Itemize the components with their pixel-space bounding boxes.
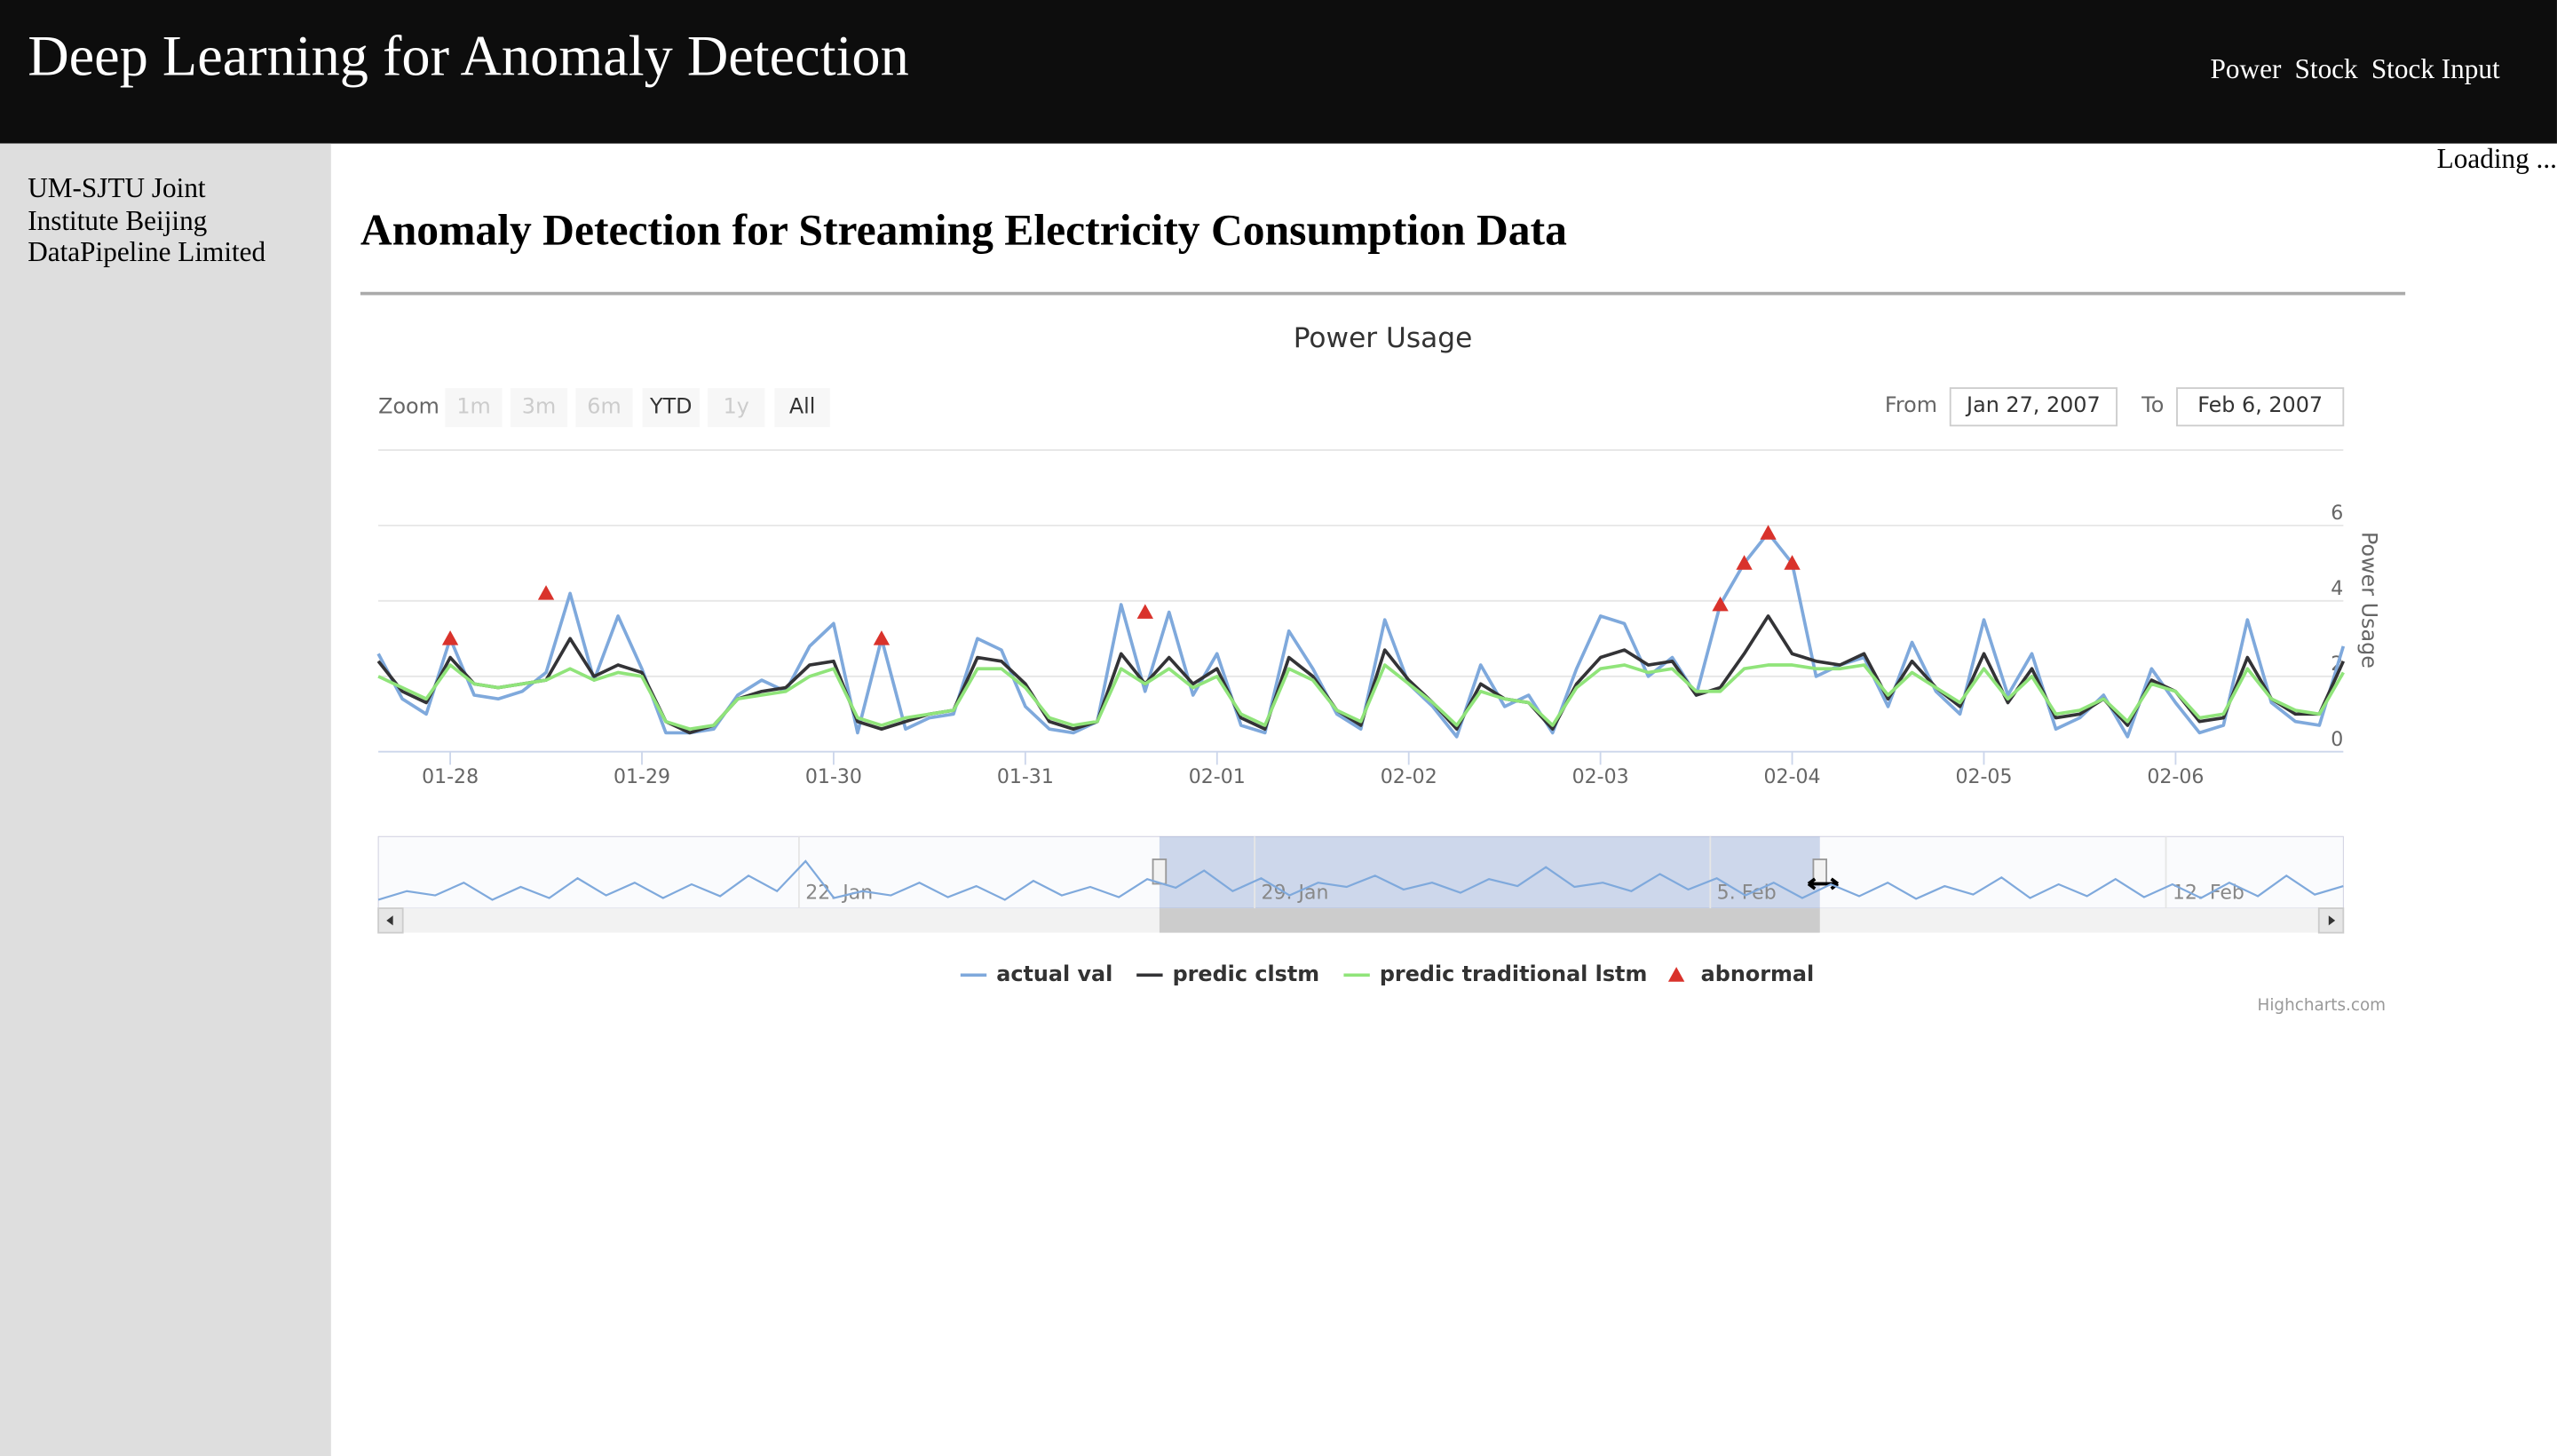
nav-link[interactable]: Power (2210, 53, 2282, 85)
anomaly-marker (1736, 555, 1753, 570)
x-tick-label: 01-29 (614, 766, 670, 788)
zoom-button-label: YTD (649, 394, 693, 419)
x-tick-label: 02-01 (1189, 766, 1246, 788)
to-input[interactable] (2176, 387, 2345, 427)
navigator-handle[interactable] (1152, 859, 1168, 885)
zoom-button-label: 1y (724, 394, 749, 419)
zoom-button-label: All (789, 394, 816, 419)
loading: Loading ... (2436, 143, 2557, 175)
navigator-label: 22. Jan (805, 882, 873, 905)
legend-label[interactable]: predic clstm (1173, 961, 1320, 986)
page-heading: Anomaly Detection for Streaming Electric… (360, 205, 1567, 255)
y-axis-title: Power Usage (2356, 532, 2381, 669)
zoom-button[interactable] (445, 388, 503, 428)
nav-link[interactable]: Stock Input (2371, 53, 2500, 85)
legend-label[interactable]: predic traditional lstm (1380, 961, 1647, 986)
from-value: Jan 27, 2007 (1965, 392, 2101, 417)
nav: Power Stock Stock Input (2204, 53, 2500, 87)
y-tick-label: 4 (2331, 578, 2343, 600)
anomaly-marker (1712, 596, 1729, 612)
anomaly-marker (1760, 525, 1777, 540)
header: Deep Learning for Anomaly Detection Powe… (0, 0, 2557, 144)
y-tick-label: 6 (2331, 502, 2343, 525)
x-tick-label: 01-28 (422, 766, 479, 788)
cursor (1807, 877, 1840, 890)
sidebar: UM-SJTU Joint Institute Beijing DataPipe… (0, 143, 331, 1456)
legend-label[interactable]: abnormal (1701, 961, 1814, 986)
zoom-button[interactable] (575, 388, 633, 428)
nav-link[interactable]: Stock (2294, 53, 2358, 85)
zoom-button-label: 6m (587, 394, 621, 419)
series-line (377, 663, 2345, 732)
x-tick-label: 02-02 (1381, 766, 1437, 788)
from-label: From (1885, 392, 1937, 417)
navigator-bg (377, 835, 2344, 909)
y-tick-label: 0 (2331, 729, 2343, 751)
zoom-button[interactable] (774, 388, 830, 428)
to-label: To (2141, 392, 2164, 417)
credits: Highcharts.com (2258, 996, 2387, 1015)
anomaly-marker (1784, 555, 1801, 570)
anomaly-marker (537, 585, 555, 600)
zoom-button[interactable] (708, 388, 765, 428)
anomaly-marker (873, 630, 891, 645)
site-title: Deep Learning for Anomaly Detection (28, 24, 909, 89)
series-line (376, 531, 2346, 739)
scrollbar-thumb[interactable] (1159, 908, 1820, 933)
sidebar-text: UM-SJTU Joint Institute Beijing (28, 172, 208, 236)
legend-label[interactable]: actual val (996, 961, 1112, 986)
x-tick-label: 02-05 (1955, 766, 2012, 788)
zoom-button[interactable] (510, 388, 568, 428)
from-input[interactable] (1949, 387, 2118, 427)
navigator-line (377, 859, 2344, 901)
divider (360, 291, 2406, 296)
x-tick-label: 01-31 (997, 766, 1054, 788)
series-line (376, 614, 2346, 735)
anomaly-marker (441, 630, 459, 645)
x-tick-label: 02-04 (1764, 766, 1821, 788)
sidebar-text: DataPipeline Limited (28, 236, 266, 268)
to-value: Feb 6, 2007 (2197, 392, 2323, 417)
x-tick-label: 02-03 (1572, 766, 1629, 788)
zoom-button[interactable] (642, 388, 700, 428)
zoom-label: Zoom (378, 394, 439, 419)
zoom-button-label: 1m (456, 394, 490, 419)
x-tick-label: 02-06 (2147, 766, 2204, 788)
chart-title: Power Usage (1294, 322, 1473, 354)
anomaly-marker (1136, 604, 1153, 619)
legend-symbol (1667, 967, 1685, 982)
zoom-button-label: 3m (522, 394, 556, 419)
x-tick-label: 01-30 (805, 766, 862, 788)
